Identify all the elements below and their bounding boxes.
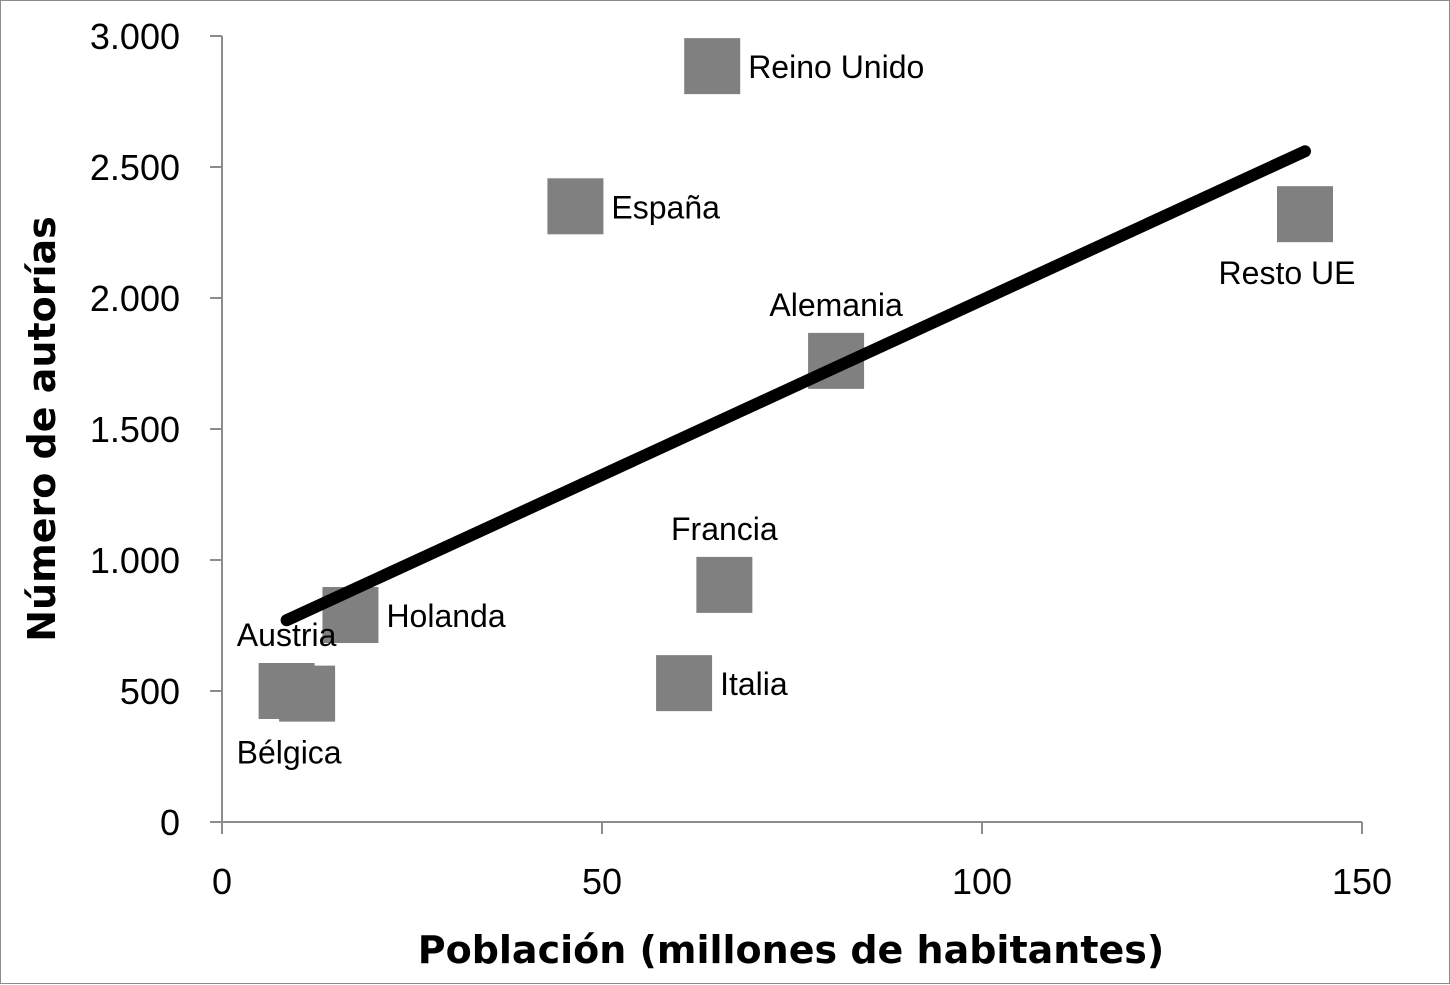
point-labels: Reino Unido España Resto UE Alemania Francia… bbox=[237, 49, 1356, 770]
x-tick-label: 50 bbox=[582, 861, 622, 902]
x-axis-title: Población (millones de habitantes) bbox=[418, 928, 1165, 972]
trendline-group bbox=[280, 145, 1311, 627]
y-tick-label: 3.000 bbox=[90, 16, 180, 57]
x-tick-label: 0 bbox=[212, 861, 232, 902]
data-point bbox=[547, 178, 604, 235]
y-tick-label: 2.500 bbox=[90, 147, 180, 188]
y-tick-label: 1.500 bbox=[90, 409, 180, 450]
point-label: Bélgica bbox=[237, 735, 342, 771]
data-point bbox=[696, 556, 753, 613]
data-point bbox=[279, 665, 336, 722]
x-axis: 0 50 100 150 bbox=[212, 821, 1392, 902]
x-tick-label: 100 bbox=[952, 861, 1012, 902]
point-label: Reino Unido bbox=[748, 49, 924, 85]
x-tick-label: 150 bbox=[1332, 861, 1392, 902]
y-axis: 0 500 1.000 1.500 2.000 2.500 3.000 bbox=[90, 16, 223, 843]
data-point bbox=[684, 38, 741, 95]
point-label: Alemania bbox=[769, 287, 903, 323]
point-label: España bbox=[611, 189, 720, 225]
point-label: Austria bbox=[237, 617, 337, 653]
point-label: Italia bbox=[720, 666, 788, 702]
point-label: Francia bbox=[671, 511, 778, 547]
y-axis-title: Número de autorías bbox=[20, 216, 64, 642]
y-tick-label: 0 bbox=[160, 802, 180, 843]
point-label: Holanda bbox=[386, 598, 505, 634]
data-point bbox=[656, 655, 713, 712]
point-label: Resto UE bbox=[1219, 255, 1356, 291]
y-tick-label: 500 bbox=[120, 671, 180, 712]
data-point bbox=[1277, 186, 1333, 243]
y-tick-label: 2.000 bbox=[90, 278, 180, 319]
y-tick-label: 1.000 bbox=[90, 540, 180, 581]
trendline bbox=[280, 145, 1311, 627]
